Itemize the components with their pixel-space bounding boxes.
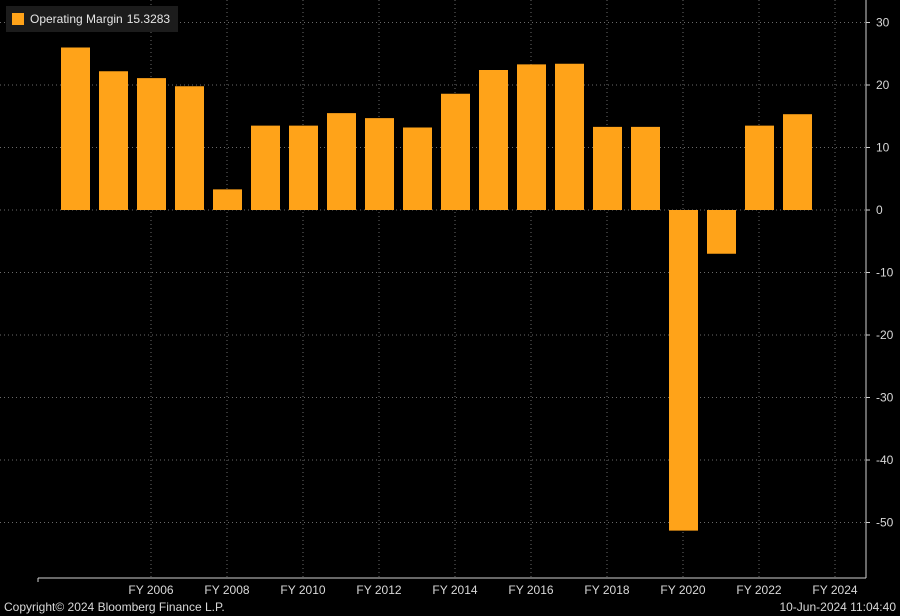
x-tick-label: FY 2022 <box>736 583 781 597</box>
grid-lines <box>0 0 866 578</box>
bar-fy-2011 <box>289 125 318 210</box>
x-tick-label: FY 2008 <box>204 583 249 597</box>
bar-fy-2005 <box>61 47 90 210</box>
bar-fy-2021 <box>669 210 698 531</box>
y-tick-label: -10 <box>876 266 894 280</box>
bar-fy-2018 <box>555 63 584 210</box>
x-tick-label: FY 2006 <box>128 583 173 597</box>
legend-swatch <box>12 13 24 25</box>
bar-fy-2023 <box>745 125 774 210</box>
bar-fy-2024 <box>783 114 812 210</box>
y-axis-ticks: 30 20 10 0 -10 -20 -30 -40 -50 <box>866 16 894 530</box>
bar-fy-2012 <box>327 113 356 210</box>
y-tick-label: -20 <box>876 328 894 342</box>
x-tick-label: FY 2012 <box>356 583 401 597</box>
y-tick-label: 30 <box>876 16 890 30</box>
bar-fy-2009 <box>213 189 242 210</box>
bar-fy-2008 <box>175 86 204 210</box>
bar-fy-2020 <box>631 126 660 210</box>
axes <box>37 0 867 582</box>
x-tick-label: FY 2018 <box>584 583 629 597</box>
bar-fy-2017 <box>517 64 546 210</box>
legend: Operating Margin 15.3283 <box>6 6 179 32</box>
x-tick-label: FY 2016 <box>508 583 553 597</box>
x-tick-label: FY 2010 <box>280 583 325 597</box>
bar-fy-2014 <box>403 127 432 210</box>
bar-fy-2016 <box>479 70 508 210</box>
y-tick-label: 0 <box>876 203 883 217</box>
bar-fy-2015 <box>441 93 470 210</box>
bar-fy-2010 <box>251 125 280 210</box>
x-tick-label: FY 2024 <box>812 583 857 597</box>
y-tick-label: 10 <box>876 141 890 155</box>
bars-group <box>61 47 812 531</box>
copyright-text: Copyright© 2024 Bloomberg Finance L.P. <box>4 600 225 614</box>
bar-fy-2022 <box>707 210 736 254</box>
timestamp-text: 10-Jun-2024 11:04:40 <box>779 600 896 614</box>
bar-fy-2019 <box>593 126 622 210</box>
x-axis-ticks: FY 2006 FY 2008 FY 2010 FY 2012 FY 2014 FY 20… <box>128 583 857 597</box>
y-tick-label: -50 <box>876 516 894 530</box>
legend-label: Operating Margin <box>30 12 123 26</box>
y-tick-label: -40 <box>876 453 894 467</box>
x-tick-label: FY 2014 <box>432 583 477 597</box>
legend-last-value: 15.3283 <box>126 12 171 26</box>
y-tick-label: -30 <box>876 391 894 405</box>
bar-fy-2013 <box>365 118 394 210</box>
bar-fy-2007 <box>137 78 166 210</box>
bar-fy-2006 <box>99 71 128 210</box>
x-tick-label: FY 2020 <box>660 583 705 597</box>
y-tick-label: 20 <box>876 78 890 92</box>
